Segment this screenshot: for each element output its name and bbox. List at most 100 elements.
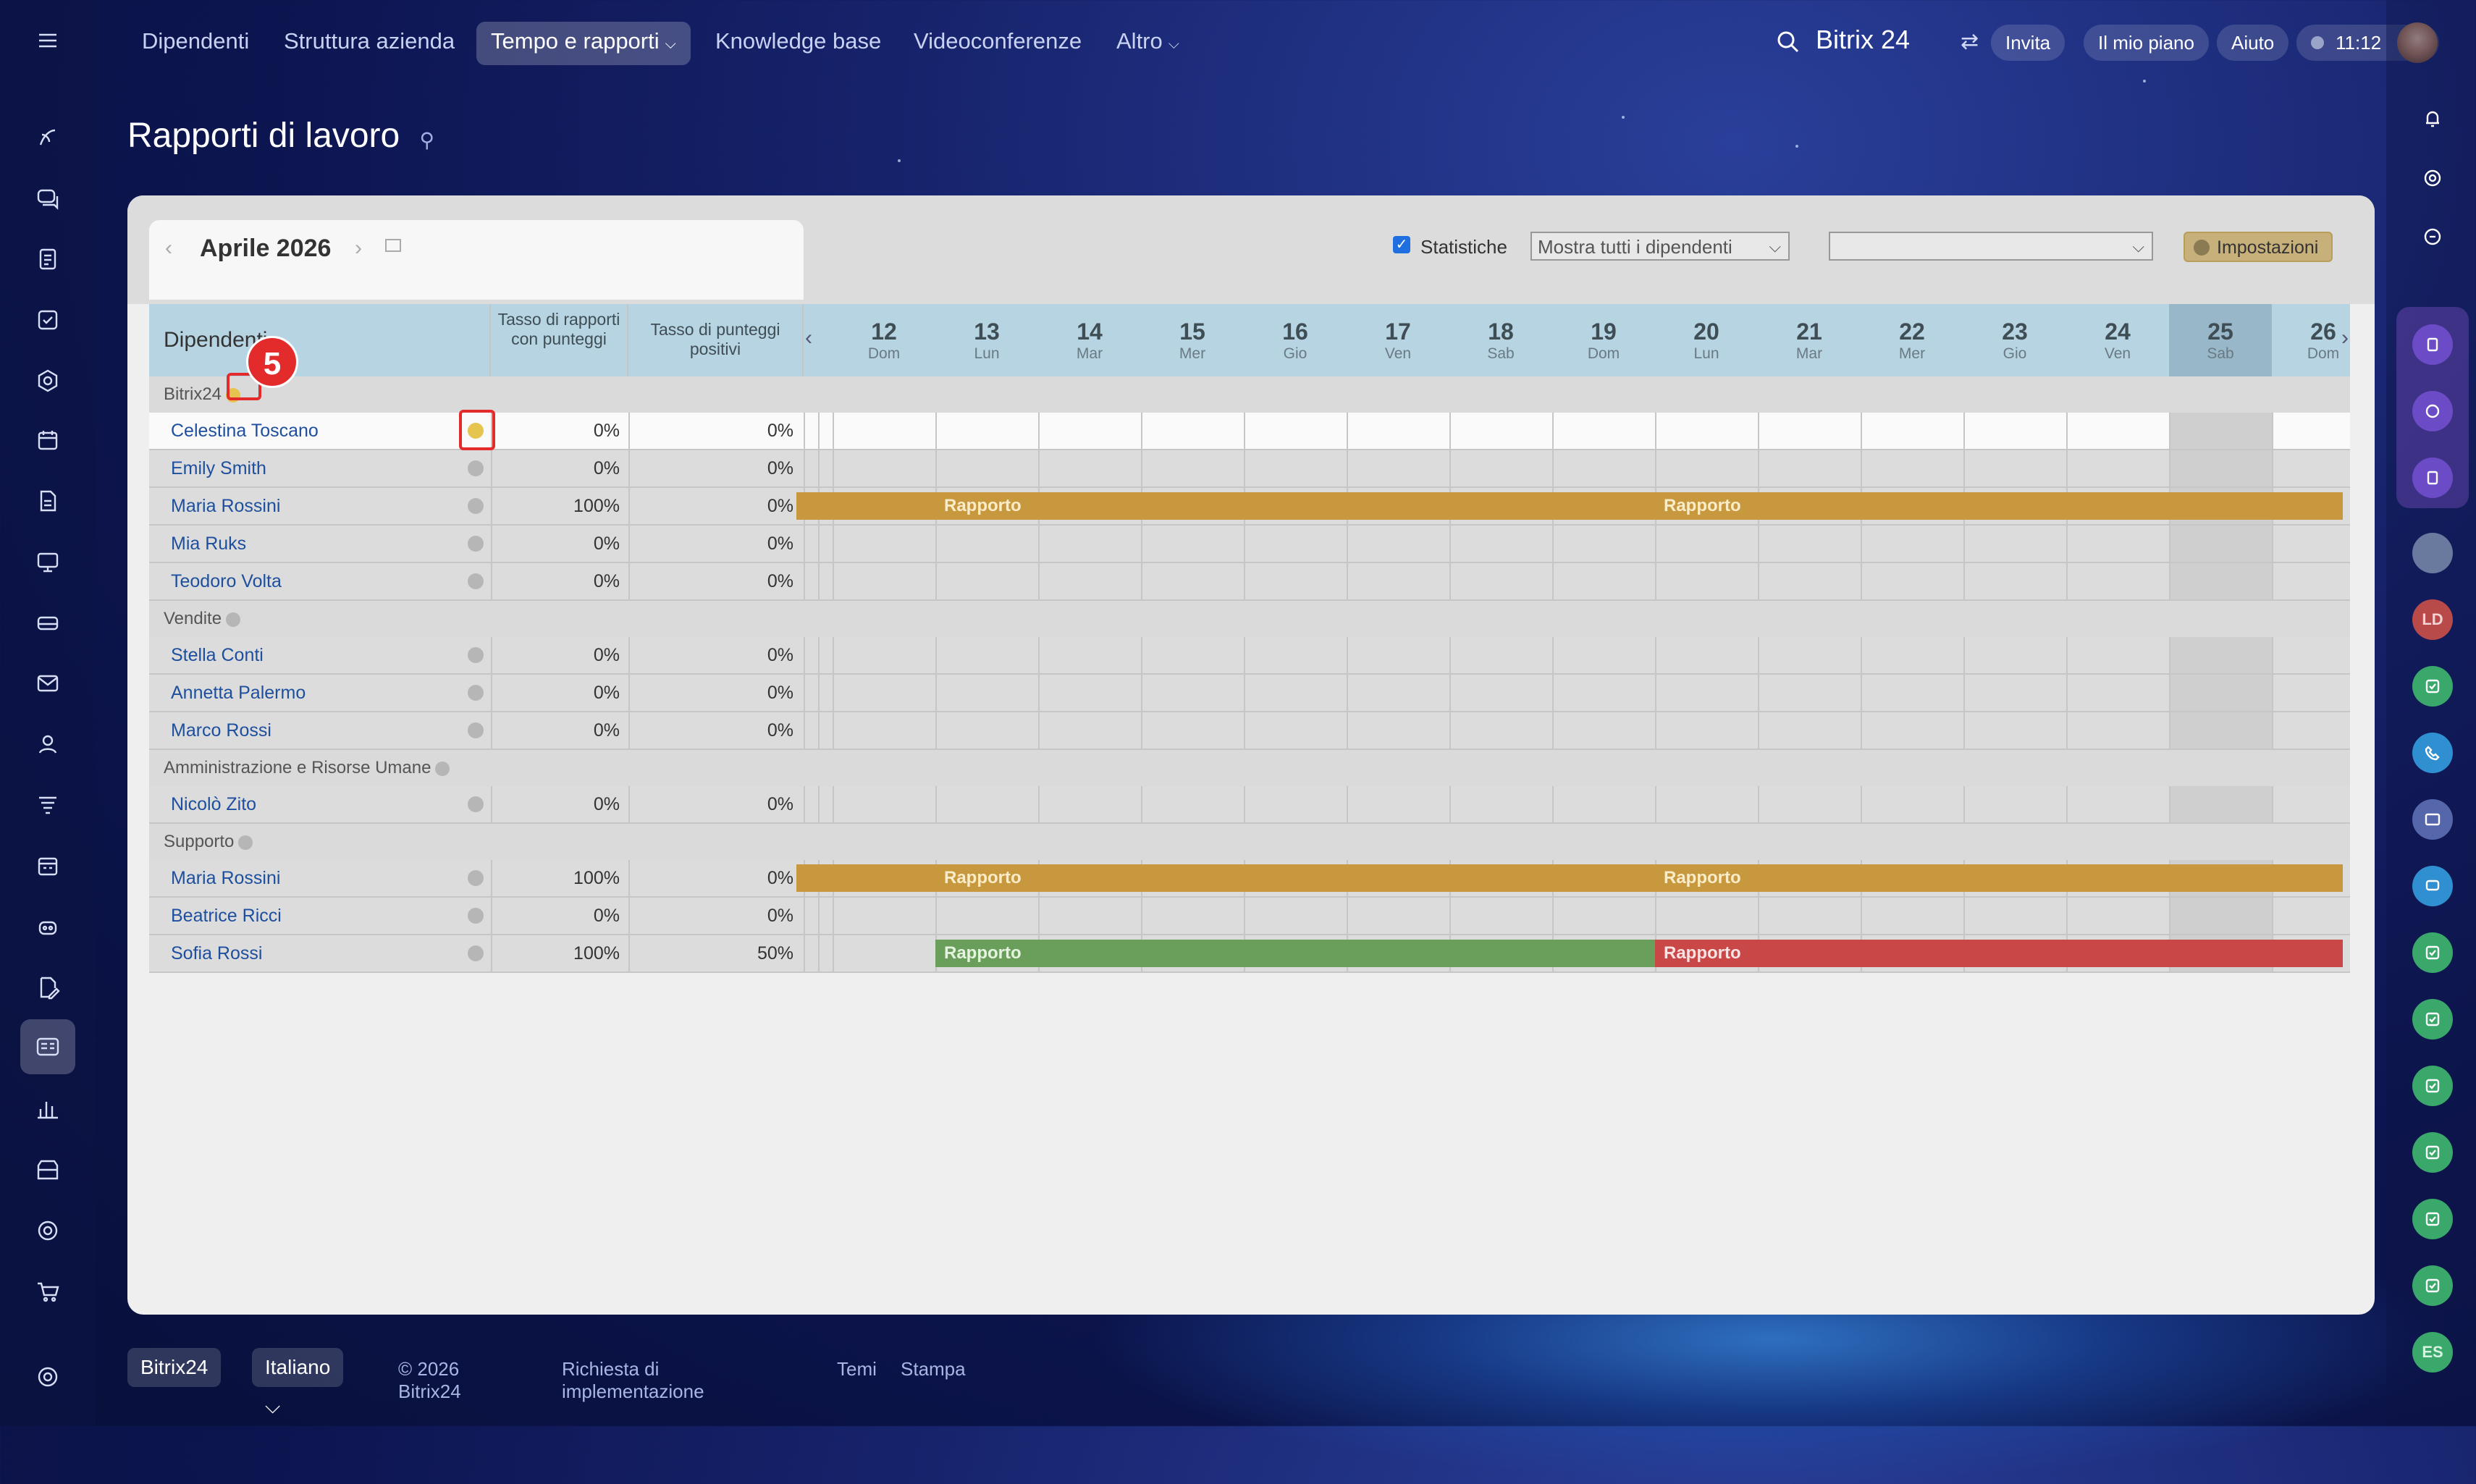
store-icon[interactable] [30,1152,65,1187]
cart-icon[interactable] [30,1274,65,1309]
employees-filter-select[interactable]: Mostra tutti i dipendenti ⌵ [1530,232,1790,261]
shield-icon[interactable] [30,363,65,398]
report-bar[interactable]: Rapporto [1655,492,2343,520]
file-icon[interactable] [30,484,65,518]
employee-name-link[interactable]: Beatrice Ricci [171,906,282,926]
employee-name-link[interactable]: Mia Ruks [171,534,247,554]
nav-more[interactable]: Altro ⌵ [1116,22,1179,65]
settings-button[interactable]: Impostazioni [2184,232,2333,262]
avatar[interactable] [2397,22,2438,63]
employee-name-link[interactable]: Annetta Palermo [171,683,306,703]
language-select[interactable]: Italiano ⌵ [252,1348,344,1417]
search-icon[interactable] [1774,28,1803,56]
employee-settings-icon[interactable] [468,647,484,663]
avatar[interactable] [2412,533,2453,573]
report-bar[interactable]: Rapporto [1655,940,2343,967]
pin-icon[interactable]: ⚲ [419,129,435,151]
task-icon[interactable] [2412,1265,2453,1306]
help-button[interactable]: Aiuto [2217,25,2289,61]
report-bar[interactable]: Rapporto [1655,864,2343,892]
analytics-icon[interactable] [30,1092,65,1126]
phone-icon[interactable] [2412,733,2453,773]
report-bar[interactable]: Rapporto [796,492,1655,520]
avatar[interactable]: LD [2412,599,2453,640]
report-bar[interactable]: Rapporto [796,864,1655,892]
employee-name-link[interactable]: Emily Smith [171,458,266,478]
schedule-icon[interactable] [30,848,65,883]
calendar-grid-icon[interactable] [385,239,401,252]
employee-settings-icon[interactable] [468,498,484,514]
chat-icon[interactable] [30,181,65,216]
prev-month-icon[interactable]: ‹ [165,236,172,260]
chat-search-icon[interactable] [2412,217,2453,258]
employee-name-link[interactable]: Nicolò Zito [171,794,257,814]
nav-employees[interactable]: Dipendenti [142,28,250,54]
settings-icon[interactable] [30,1359,65,1394]
calendar-icon[interactable] [30,423,65,458]
nav-company-structure[interactable]: Struttura azienda [284,28,455,54]
clock-widget[interactable]: 11:12 [2296,22,2440,63]
board-icon[interactable] [30,544,65,579]
employee-name-link[interactable]: Maria Rossini [171,868,281,888]
invite-button[interactable]: Invita [1991,25,2066,61]
employee-name-link[interactable]: Sofia Rossi [171,943,263,964]
scroll-right-icon[interactable]: › [2341,326,2349,350]
mail-icon[interactable] [30,666,65,701]
employee-settings-icon[interactable] [468,796,484,812]
footer-brand[interactable]: Bitrix24 [127,1348,222,1387]
notification-icon[interactable] [2412,98,2453,139]
edit-icon[interactable] [30,970,65,1005]
report-bar[interactable]: Rapporto [935,940,1655,967]
contacts-icon[interactable] [30,727,65,762]
employee-name-link[interactable]: Teodoro Volta [171,571,282,591]
card-icon[interactable] [2412,799,2453,840]
robot-icon[interactable] [30,909,65,944]
task-icon[interactable] [2412,666,2453,707]
avatar[interactable]: ES [2412,1332,2453,1373]
employee-settings-icon[interactable] [468,945,484,961]
funnel-icon[interactable] [30,788,65,822]
footer-link-implementation[interactable]: Richiesta di implementazione [562,1358,704,1402]
my-plan-button[interactable]: Il mio piano [2084,25,2209,61]
employee-settings-icon[interactable] [468,573,484,589]
swap-icon[interactable]: ⇄ [1961,30,1979,54]
feed-icon[interactable] [30,120,65,155]
task-icon[interactable] [2412,1199,2453,1239]
nav-videoconferences[interactable]: Videoconferenze [914,28,1082,54]
goals-icon[interactable] [30,1213,65,1248]
statistics-checkbox[interactable]: ✓ [1393,236,1410,253]
department-select[interactable]: ⌵ [1829,232,2153,261]
target-icon[interactable] [2412,158,2453,198]
tasks-icon[interactable] [30,303,65,337]
department-settings-icon[interactable] [435,761,450,776]
employee-name-link[interactable]: Stella Conti [171,645,264,665]
employee-settings-icon[interactable] [468,870,484,886]
task-icon[interactable] [2412,999,2453,1040]
drive-icon[interactable] [30,605,65,640]
footer-link-print[interactable]: Stampa [901,1358,966,1380]
employee-settings-icon[interactable] [468,722,484,738]
employee-name-link[interactable]: Marco Rossi [171,720,271,741]
openline-icon[interactable] [2412,324,2453,365]
employee-settings-icon[interactable] [468,423,484,439]
nav-time-reports[interactable]: Tempo e rapporti ⌵ [476,22,691,65]
employee-settings-icon[interactable] [468,908,484,924]
scroll-left-icon[interactable]: ‹ [805,326,812,350]
task-icon[interactable] [2412,1132,2453,1173]
employee-name-link[interactable]: Celestina Toscano [171,421,319,441]
task-icon[interactable] [2412,932,2453,973]
document-icon[interactable] [30,242,65,277]
task-icon[interactable] [2412,1066,2453,1106]
employee-settings-icon[interactable] [468,536,484,552]
employee-settings-icon[interactable] [468,460,484,476]
next-month-icon[interactable]: › [355,236,362,260]
openline-icon[interactable] [2412,391,2453,431]
department-settings-icon[interactable] [238,835,253,850]
menu-icon[interactable] [30,23,65,58]
department-settings-icon[interactable] [226,612,241,627]
message-icon[interactable] [2412,866,2453,906]
openline-icon[interactable] [2412,458,2453,498]
footer-link-themes[interactable]: Temi [837,1358,877,1380]
nav-knowledge-base[interactable]: Knowledge base [715,28,882,54]
employee-name-link[interactable]: Maria Rossini [171,496,281,516]
